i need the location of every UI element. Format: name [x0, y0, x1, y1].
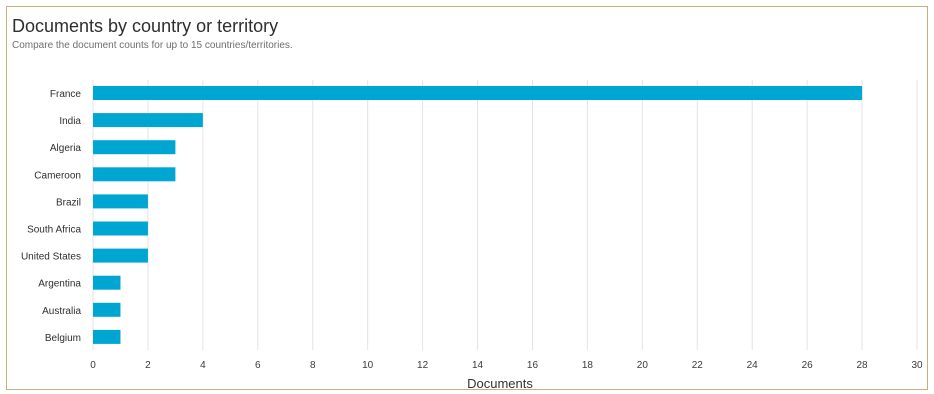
x-tick-label: 20 — [637, 360, 649, 371]
bar-india — [93, 113, 203, 128]
x-tick-label: 8 — [310, 360, 316, 371]
x-tick-label: 24 — [747, 360, 759, 371]
x-tick-label: 14 — [472, 360, 484, 371]
category-label-south-africa: South Africa — [27, 225, 81, 236]
category-labels: France India Algeria Cameroon Brazil South Af… — [21, 89, 81, 344]
x-tick-label: 16 — [527, 360, 539, 371]
category-label-united-states: United States — [21, 252, 81, 263]
x-axis-title: Documents — [467, 376, 533, 391]
x-tick-label: 18 — [582, 360, 594, 371]
bar-united-states — [93, 248, 148, 263]
category-label-india: India — [59, 116, 81, 127]
x-tick-label: 0 — [90, 360, 96, 371]
grid-lines — [92, 80, 918, 350]
bar-south-africa — [93, 221, 148, 236]
bar-cameroon — [93, 167, 176, 182]
category-label-cameroon: Cameroon — [34, 170, 81, 181]
bar-belgium — [93, 329, 121, 344]
x-tick-label: 28 — [857, 360, 869, 371]
bar-algeria — [93, 140, 176, 155]
x-tick-label: 30 — [911, 360, 923, 371]
category-label-belgium: Belgium — [45, 333, 81, 344]
category-label-australia: Australia — [42, 306, 81, 317]
x-tick-label: 26 — [802, 360, 814, 371]
chart-subtitle: Compare the document counts for up to 15… — [12, 40, 293, 51]
x-tick-label: 22 — [692, 360, 704, 371]
x-tick-label: 6 — [255, 360, 261, 371]
x-tick-label: 10 — [362, 360, 374, 371]
x-tick-labels: 0 2 4 6 8 10 12 14 16 18 20 22 24 26 28 30 — [90, 360, 923, 371]
bar-argentina — [93, 275, 121, 290]
category-label-argentina: Argentina — [38, 279, 81, 290]
chart-title: Documents by country or territory — [12, 16, 279, 36]
category-label-france: France — [50, 89, 82, 100]
category-label-algeria: Algeria — [50, 143, 82, 154]
chart-panel — [6, 6, 928, 390]
bar-brazil — [93, 194, 148, 209]
bar-australia — [93, 302, 121, 317]
bars — [93, 86, 863, 344]
x-tick-label: 2 — [145, 360, 151, 371]
x-tick-label: 4 — [200, 360, 206, 371]
x-tick-label: 12 — [417, 360, 429, 371]
bar-france — [93, 86, 863, 100]
category-label-brazil: Brazil — [56, 197, 81, 208]
